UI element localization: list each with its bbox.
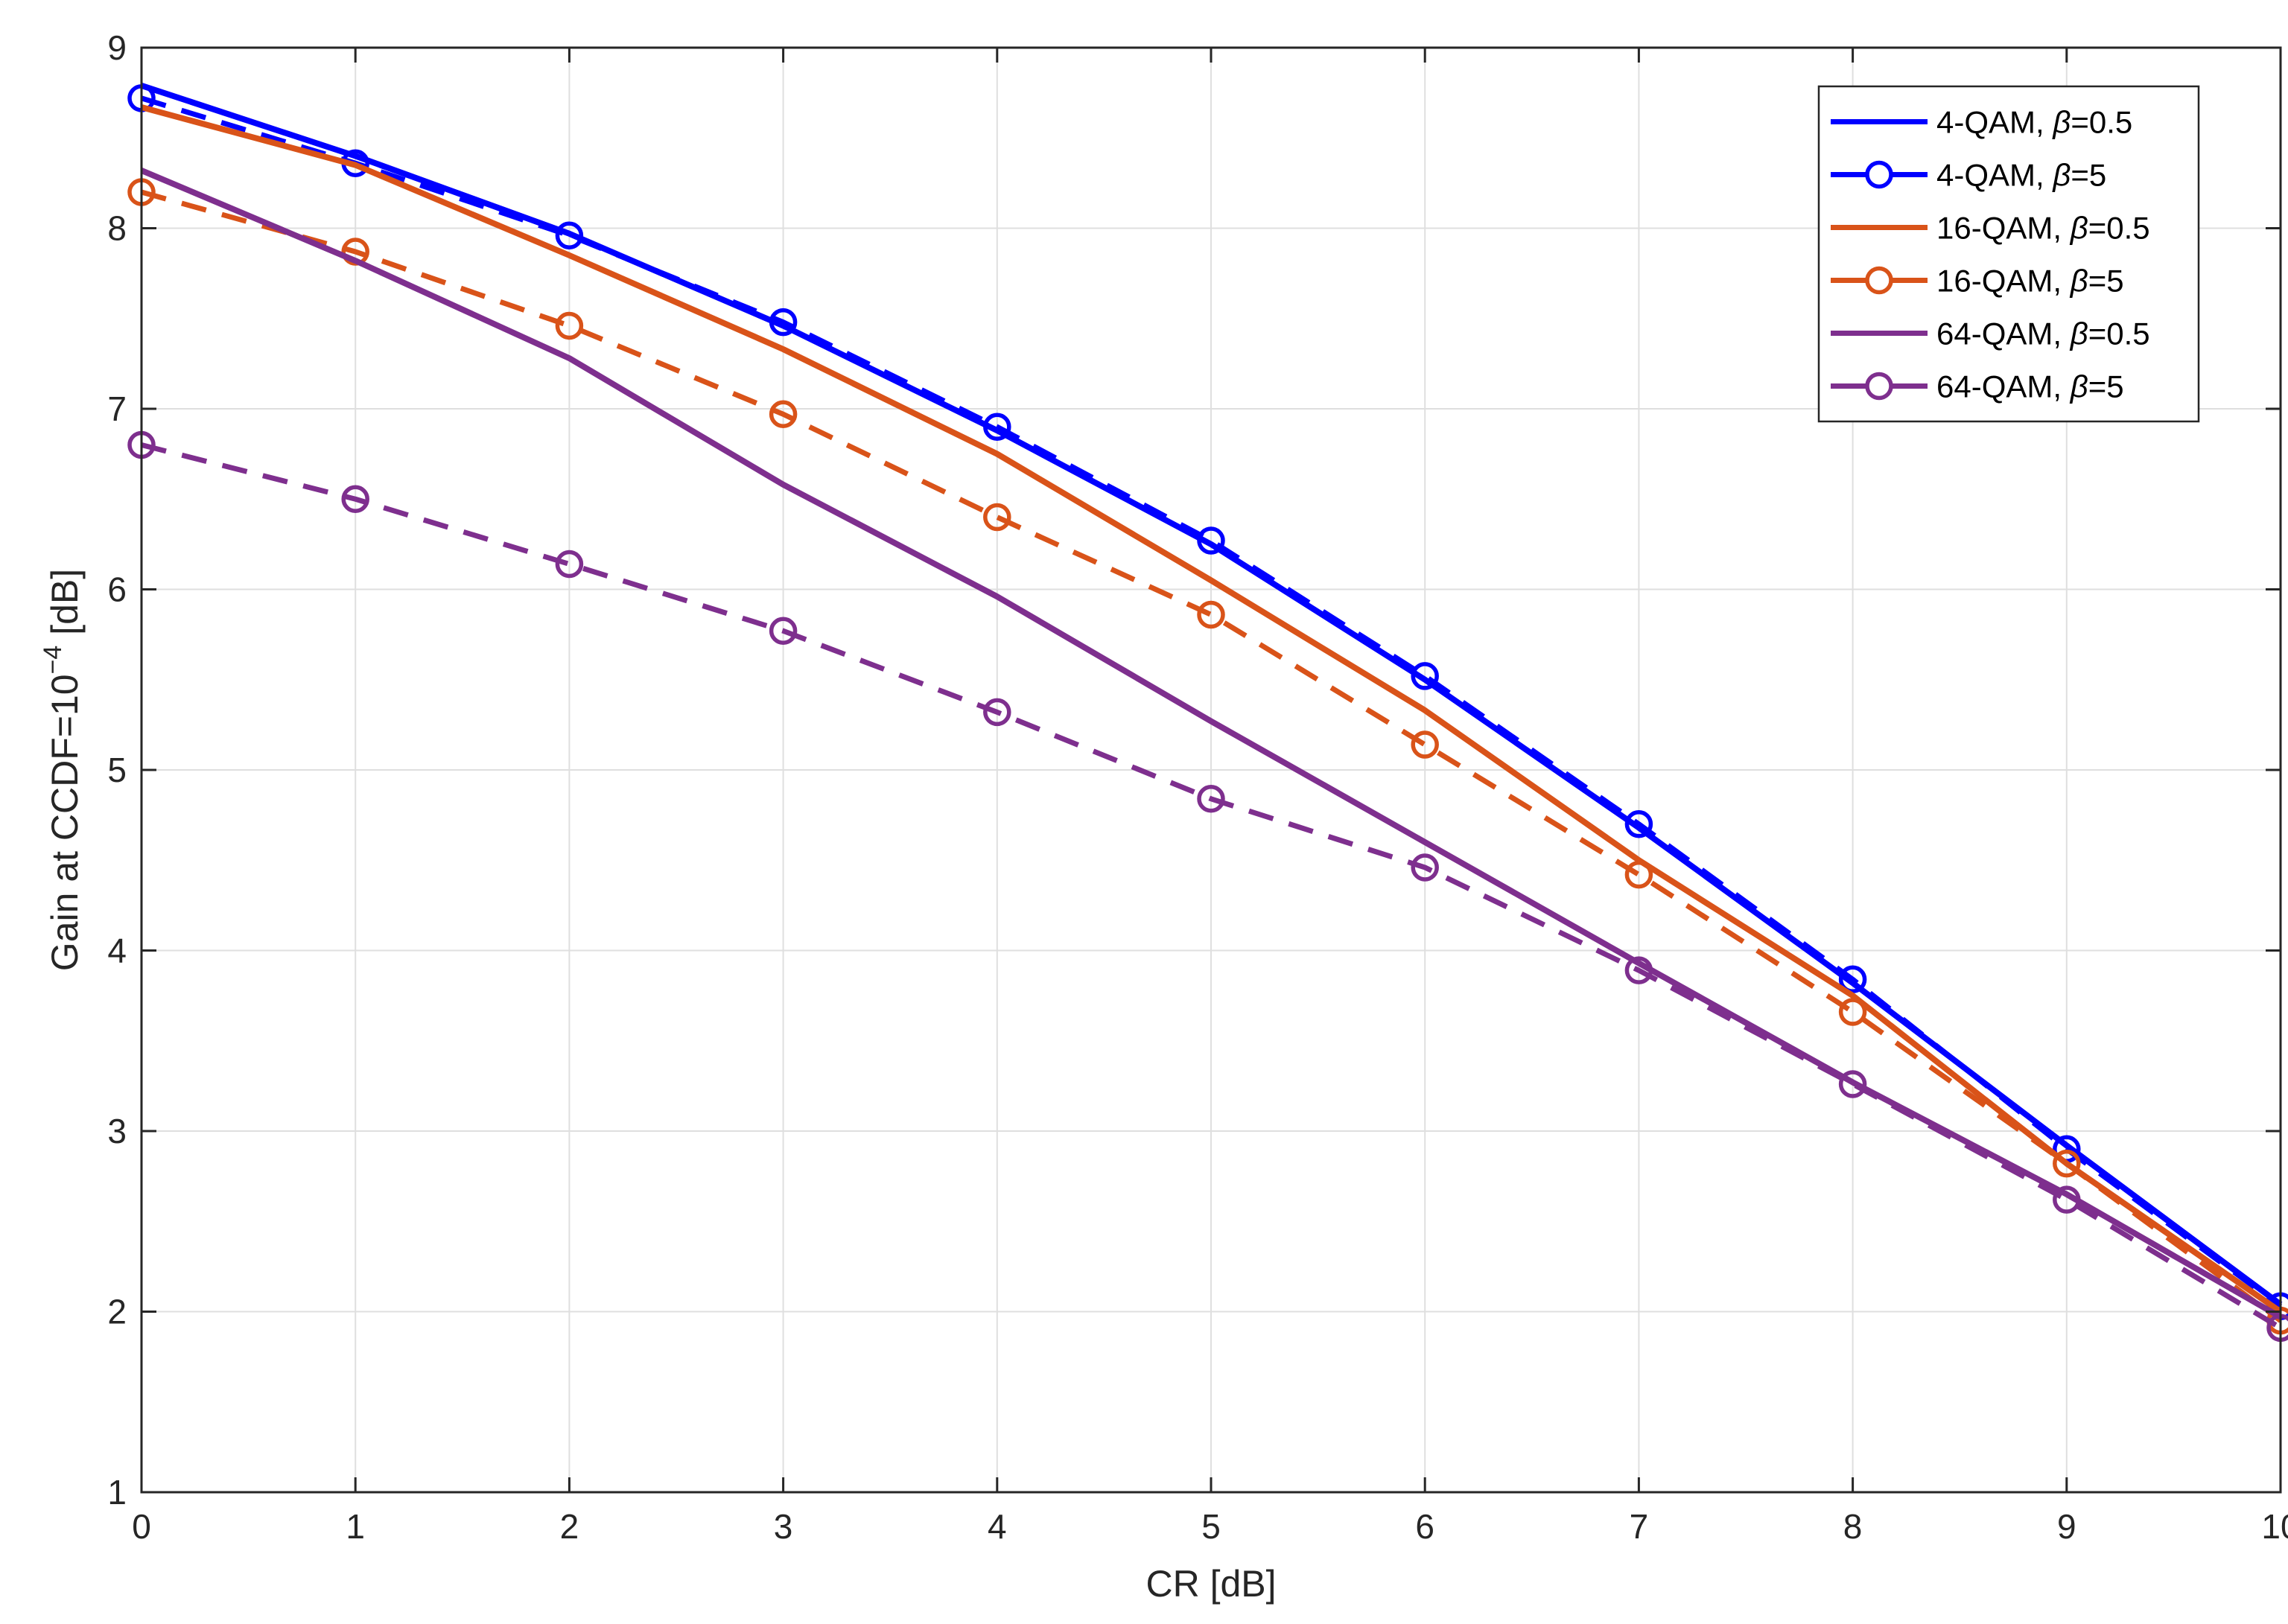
- data-point-marker: [983, 698, 1011, 727]
- data-point-marker: [983, 413, 1011, 441]
- data-point-marker: [769, 400, 798, 429]
- data-point-marker: [2053, 1149, 2081, 1178]
- data-point-marker: [1624, 810, 1653, 838]
- y-axis-label: Gain at CCDF=10−4 [dB]: [39, 569, 86, 971]
- data-point-marker: [1838, 965, 1867, 994]
- series-1: [140, 83, 2283, 1308]
- series-line: [140, 168, 2282, 1320]
- data-point-marker: [555, 311, 584, 340]
- data-point-marker: [1197, 526, 1225, 555]
- legend-label-symbol: β: [2069, 211, 2088, 246]
- legend-item: 16-QAM, β=5: [1831, 264, 2124, 299]
- legend-label-value: =0.5: [2088, 316, 2150, 351]
- x-tick-label: 8: [1843, 1507, 1863, 1546]
- legend-label-text: 4-QAM,: [1936, 105, 2053, 140]
- legend-label-symbol: β: [2051, 158, 2071, 193]
- y-tick-label: 6: [107, 570, 127, 609]
- x-tick-label: 0: [132, 1507, 151, 1546]
- legend-label-symbol: β: [2069, 264, 2088, 299]
- legend-label-symbol: β: [2051, 105, 2071, 140]
- legend-marker-sample: [1865, 160, 1893, 189]
- data-point-marker: [983, 503, 1011, 532]
- legend-item: 4-QAM, β=0.5: [1831, 105, 2132, 140]
- legend-label-value: =5: [2088, 264, 2124, 299]
- x-tick-label: 1: [346, 1507, 365, 1546]
- legend-item: 16-QAM, β=0.5: [1831, 211, 2150, 246]
- series-line: [141, 442, 2282, 1331]
- legend-label-text: 16-QAM,: [1936, 211, 2071, 246]
- axis-ticks: 012345678910123456789: [107, 28, 2288, 1546]
- data-point-marker: [1624, 956, 1653, 984]
- data-point-marker: [1838, 1070, 1867, 1098]
- x-tick-label: 3: [774, 1507, 793, 1546]
- legend-label-text: 64-QAM,: [1936, 316, 2071, 351]
- y-tick-label: 9: [107, 28, 127, 67]
- x-tick-label: 4: [988, 1507, 1007, 1546]
- legend-label: 16-QAM, β=5: [1936, 264, 2124, 299]
- legend-label: 16-QAM, β=0.5: [1936, 211, 2150, 246]
- data-point-marker: [341, 485, 369, 513]
- x-tick-label: 9: [2057, 1507, 2076, 1546]
- y-tick-label: 3: [107, 1112, 127, 1150]
- legend: 4-QAM, β=0.54-QAM, β=516-QAM, β=0.516-QA…: [1817, 85, 2200, 423]
- series-3: [140, 104, 2283, 1314]
- legend-label-symbol: β: [2069, 369, 2088, 404]
- legend-label-text: 4-QAM,: [1936, 158, 2053, 193]
- x-tick-label: 6: [1415, 1507, 1434, 1546]
- y-tick-label: 5: [107, 751, 127, 789]
- legend-label-text: 16-QAM,: [1936, 264, 2071, 299]
- data-point-marker: [1411, 853, 1439, 882]
- legend-label: 4-QAM, β=0.5: [1936, 105, 2132, 140]
- data-point-marker: [1197, 785, 1225, 813]
- legend-label-symbol: β: [2069, 316, 2088, 351]
- data-point-marker: [1624, 860, 1653, 889]
- series-6: [127, 430, 2288, 1343]
- series-group: [127, 83, 2288, 1343]
- series-5: [140, 168, 2282, 1320]
- data-point-marker: [769, 308, 798, 337]
- data-point-marker: [769, 617, 798, 646]
- x-tick-label: 10: [2261, 1507, 2288, 1546]
- y-axis-label-exponent: −4: [39, 646, 67, 675]
- x-tick-label: 2: [560, 1507, 579, 1546]
- data-point-marker: [1197, 600, 1225, 629]
- legend-label-value: =5: [2071, 158, 2106, 193]
- legend-item: 64-QAM, β=5: [1831, 369, 2124, 404]
- data-point-marker: [1411, 730, 1439, 759]
- data-point-marker: [555, 221, 584, 249]
- legend-label-value: =0.5: [2071, 105, 2132, 140]
- legend-label: 64-QAM, β=0.5: [1936, 316, 2150, 351]
- legend-marker-sample: [1865, 266, 1893, 295]
- legend-item: 64-QAM, β=0.5: [1831, 316, 2150, 351]
- y-tick-label: 8: [107, 209, 127, 248]
- x-axis-label: CR [dB]: [1145, 1563, 1276, 1605]
- y-axis-label-suffix: [dB]: [44, 569, 86, 646]
- legend-marker-sample: [1865, 372, 1893, 401]
- legend-label-value: =5: [2088, 369, 2124, 404]
- x-tick-label: 7: [1630, 1507, 1649, 1546]
- y-axis-label-main: Gain at CCDF=10: [44, 674, 86, 971]
- y-tick-label: 2: [107, 1293, 127, 1331]
- data-point-marker: [1411, 662, 1439, 690]
- legend-item: 4-QAM, β=5: [1831, 158, 2106, 193]
- legend-label: 4-QAM, β=5: [1936, 158, 2106, 193]
- y-tick-label: 4: [107, 932, 127, 970]
- legend-label: 64-QAM, β=5: [1936, 369, 2124, 404]
- legend-label-text: 64-QAM,: [1936, 369, 2071, 404]
- y-tick-label: 7: [107, 389, 127, 428]
- data-point-marker: [2053, 1185, 2081, 1214]
- legend-box: [1817, 85, 2200, 423]
- series-line: [140, 104, 2283, 1314]
- series-line: [140, 83, 2283, 1308]
- data-point-marker: [555, 550, 584, 579]
- legend-label-value: =0.5: [2088, 211, 2150, 246]
- x-tick-label: 5: [1201, 1507, 1221, 1546]
- data-point-marker: [1838, 998, 1867, 1026]
- y-tick-label: 1: [107, 1473, 127, 1512]
